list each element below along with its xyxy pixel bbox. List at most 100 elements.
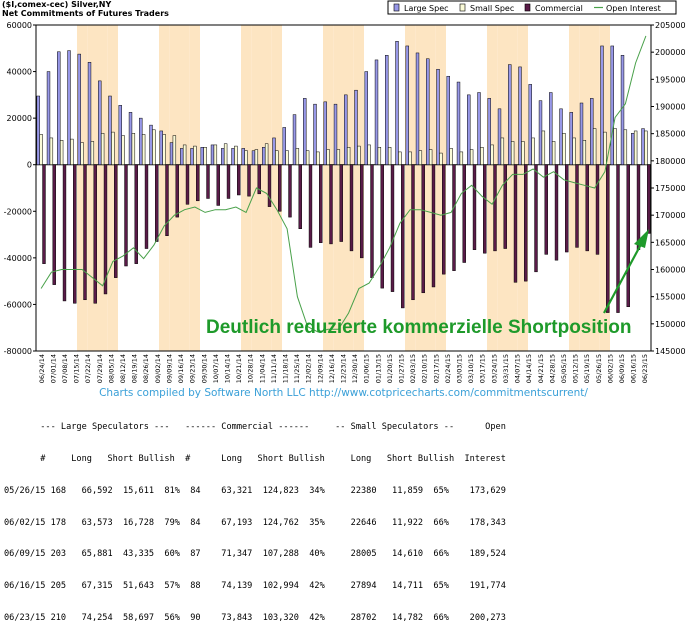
legend-item-commercial-swatch <box>524 3 531 12</box>
month-band <box>507 25 518 351</box>
left-axis-label: 20000 <box>7 114 32 123</box>
commercial-bar <box>524 164 528 282</box>
x-axis-label: 02/24/15 <box>444 354 452 383</box>
x-axis-label: 03/24/15 <box>490 354 498 383</box>
large-spec-bar <box>221 148 225 165</box>
commercial-bar <box>175 164 179 218</box>
commercial-bar <box>349 164 354 252</box>
commercial-bar <box>288 164 292 218</box>
commercial-bar <box>103 164 108 295</box>
small-spec-bar <box>152 129 156 165</box>
small-spec-bar <box>70 138 74 165</box>
commercial-bar <box>565 164 569 253</box>
x-axis-label: 02/10/15 <box>421 354 429 383</box>
small-spec-bar <box>623 129 628 165</box>
x-axis-label: 10/21/14 <box>235 354 243 383</box>
small-spec-bar <box>572 137 576 165</box>
chart-annotation: Deutlich reduzierte kommerzielle Shortpo… <box>206 317 632 338</box>
x-axis-label: 07/08/14 <box>61 354 69 383</box>
commercial-bar <box>636 164 641 250</box>
large-spec-bar <box>282 127 286 165</box>
commercial-bar <box>493 164 497 252</box>
large-spec-bar <box>292 114 297 165</box>
commercial-bar <box>144 164 149 249</box>
large-spec-bar <box>446 75 450 165</box>
x-axis-label: 10/14/14 <box>223 354 231 383</box>
x-axis-label: 04/14/15 <box>525 354 533 383</box>
x-axis-label: 12/09/14 <box>316 354 324 383</box>
left-axis-label: 0 <box>27 161 32 170</box>
large-spec-bar <box>456 81 461 165</box>
small-spec-bar <box>213 144 218 165</box>
large-spec-bar <box>67 50 71 165</box>
x-axis-label: 11/11/14 <box>270 354 278 383</box>
small-spec-bar <box>387 147 392 165</box>
right-axis-label: 165000 <box>655 238 686 247</box>
small-spec-bar <box>172 135 177 165</box>
commercial-bar <box>606 164 610 313</box>
x-axis-label: 08/19/14 <box>131 354 139 383</box>
commercial-bar <box>237 164 241 196</box>
month-band <box>261 25 272 351</box>
month-band <box>107 25 118 351</box>
large-spec-bar <box>436 68 440 165</box>
small-spec-bar <box>613 128 617 165</box>
x-axis-label: 10/07/14 <box>212 354 220 383</box>
commercial-bar <box>267 164 272 207</box>
large-spec-bar <box>46 71 51 165</box>
small-spec-bar <box>100 133 105 165</box>
commercial-bar <box>452 164 456 271</box>
x-axis-label: 09/02/14 <box>154 354 162 383</box>
table-row: 06/23/15 210 74,254 58,697 56% 90 73,843… <box>4 612 506 623</box>
month-band <box>271 25 282 351</box>
x-axis-label: 04/21/15 <box>537 354 545 383</box>
x-axis-label: 01/27/15 <box>398 354 406 383</box>
x-axis-label: 06/23/15 <box>641 354 649 383</box>
commercial-bar <box>62 164 67 302</box>
month-band <box>425 25 436 351</box>
x-axis-label: 03/10/15 <box>467 354 475 383</box>
large-spec-bar <box>415 52 420 165</box>
commercial-bar <box>73 164 77 304</box>
large-spec-bar <box>190 148 194 165</box>
large-spec-bar <box>200 147 204 165</box>
large-spec-bar <box>508 64 512 165</box>
large-spec-bar <box>631 133 635 165</box>
x-axis-label: 05/19/15 <box>583 354 591 383</box>
commercial-bar <box>329 164 333 245</box>
commercial-bar <box>411 164 415 301</box>
small-spec-bar <box>295 148 300 165</box>
commercial-bar <box>308 164 313 248</box>
large-spec-bar <box>231 148 235 165</box>
commercial-bar <box>165 164 169 236</box>
small-spec-bar <box>316 151 320 165</box>
annotation-arrow-shaft <box>603 234 647 314</box>
small-spec-bar <box>111 131 115 165</box>
commercial-bar <box>226 164 231 199</box>
right-axis-label: 200000 <box>655 48 686 57</box>
month-band <box>97 25 108 351</box>
x-axis-label: 05/12/15 <box>572 354 580 383</box>
large-spec-bar <box>139 117 143 165</box>
large-spec-bar <box>128 112 133 165</box>
commercial-bar <box>134 164 138 264</box>
month-band <box>405 25 416 351</box>
cot-chart: 6000040000200000-20000-40000-60000-80000… <box>4 0 686 383</box>
month-band <box>415 25 426 351</box>
large-spec-bar <box>241 148 245 165</box>
month-band <box>241 25 252 351</box>
month-band <box>569 25 580 351</box>
large-spec-bar <box>426 58 430 165</box>
x-axis-label: 12/30/14 <box>351 354 359 383</box>
x-axis-label: 11/04/14 <box>258 354 266 383</box>
small-spec-bar <box>377 147 382 165</box>
table-row: 05/26/15 168 66,592 15,611 81% 84 63,321… <box>4 485 506 496</box>
month-band <box>579 25 590 351</box>
commercial-bar <box>554 164 559 261</box>
large-spec-bar <box>98 80 102 165</box>
small-spec-bar <box>562 133 566 165</box>
commercial-bar <box>114 164 118 278</box>
commercial-bar <box>442 164 446 275</box>
right-axis-label: 170000 <box>655 211 686 220</box>
small-spec-bar <box>121 135 125 165</box>
